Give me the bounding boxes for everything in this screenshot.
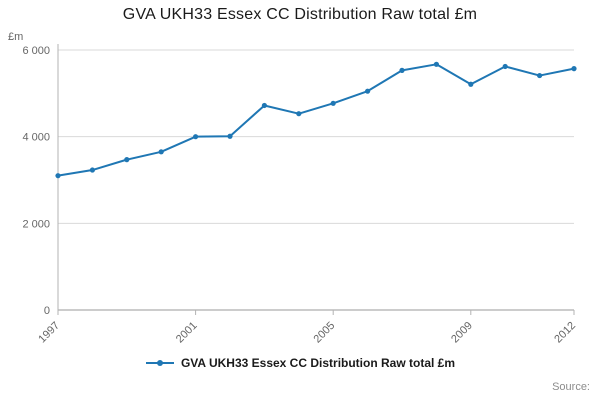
legend-line-icon: [145, 360, 174, 366]
data-point: [433, 61, 439, 67]
data-point: [227, 133, 233, 139]
x-tick-label: 2001: [174, 320, 200, 346]
y-tick-label: 0: [44, 305, 50, 317]
x-tick-label: 2009: [449, 320, 475, 346]
data-point: [399, 67, 405, 73]
data-point: [89, 167, 95, 173]
data-point: [193, 134, 199, 140]
data-point: [330, 100, 336, 106]
legend-label: GVA UKH33 Essex CC Distribution Raw tota…: [180, 356, 456, 370]
y-axis-unit-label: £m: [8, 31, 23, 43]
x-tick-label: 2005: [312, 320, 338, 346]
x-tick-label: 1997: [36, 320, 62, 346]
data-line: [57, 63, 575, 177]
data-point: [468, 81, 474, 87]
data-point: [537, 72, 543, 79]
y-tick-label: 4 000: [22, 132, 50, 144]
legend-item[interactable]: GVA UKH33 Essex CC Distribution Raw tota…: [0, 356, 600, 370]
data-point: [158, 149, 164, 155]
line-chart: 0 2 000 4 000 6 000 £m 1997 2001 2005 2009 2012: [8, 31, 578, 346]
y-tick-label: 2 000: [22, 218, 50, 230]
y-tick-label: 6 000: [22, 45, 50, 57]
data-point: [571, 66, 577, 72]
data-point: [502, 63, 508, 70]
data-point: [261, 102, 267, 109]
data-point: [55, 173, 61, 179]
data-point: [365, 88, 371, 94]
legend-marker-dot: [156, 360, 163, 366]
data-point: [296, 111, 302, 117]
x-tick-label: 2012: [552, 320, 578, 346]
data-point: [124, 157, 130, 163]
source-label: Source:: [552, 381, 590, 393]
chart-title: GVA UKH33 Essex CC Distribution Raw tota…: [122, 6, 478, 23]
